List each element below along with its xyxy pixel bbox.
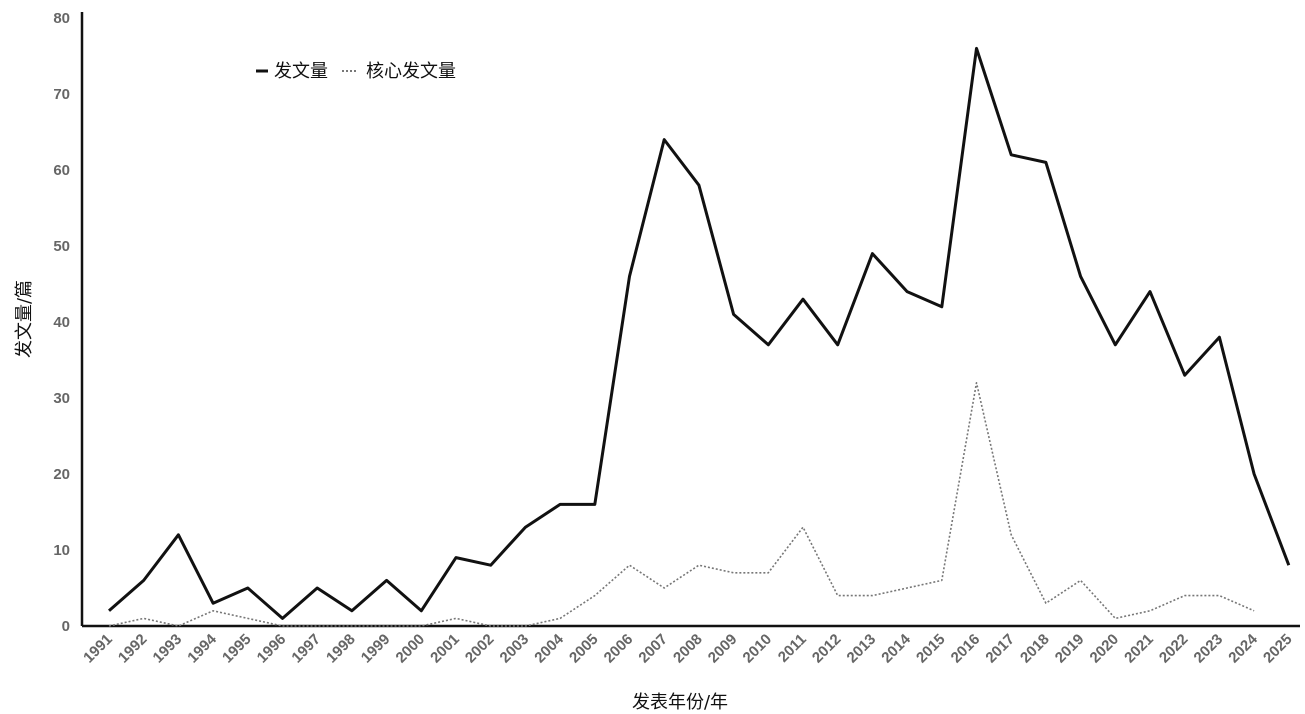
x-tick-label: 2004 (531, 630, 567, 666)
x-tick-label: 2017 (982, 631, 1018, 667)
y-tick-label: 40 (53, 314, 70, 331)
x-tick-label: 2005 (566, 631, 602, 667)
x-tick-label: 2011 (775, 631, 810, 666)
y-axis-title: 发文量/篇 (14, 280, 35, 358)
x-tick-label: 2021 (1121, 631, 1157, 667)
x-tick-label: 2007 (635, 631, 671, 667)
y-tick-label: 70 (53, 86, 70, 103)
x-tick-label: 2008 (670, 631, 706, 667)
y-tick-labels: 0 10 20 30 40 50 60 70 80 (53, 10, 70, 635)
x-tick-label: 1997 (288, 631, 324, 667)
y-tick-label: 0 (62, 618, 70, 635)
x-tick-labels: 1991 1992 1993 1994 1995 1996 1997 1998 1999 2000… (80, 630, 1295, 666)
y-tick-label: 20 (53, 466, 70, 483)
x-tick-label: 1995 (219, 631, 255, 667)
x-tick-label: 2016 (948, 631, 984, 667)
x-tick-label: 1994 (184, 630, 220, 666)
x-tick-label: 2019 (1052, 631, 1088, 667)
y-tick-label: 50 (53, 238, 70, 255)
legend-label-core: 核心发文量 (366, 61, 456, 82)
x-tick-label: 1992 (115, 631, 151, 667)
x-tick-label: 2003 (497, 631, 533, 667)
x-tick-label: 2015 (913, 631, 949, 667)
series-line-core (108, 381, 1255, 627)
x-tick-label: 1993 (150, 631, 186, 667)
x-tick-label: 2012 (809, 631, 845, 667)
legend: 发文量 核心发文量 (256, 61, 456, 82)
x-tick-label: 2002 (462, 631, 498, 667)
x-tick-label: 2024 (1225, 630, 1261, 666)
x-tick-label: 2009 (705, 631, 741, 667)
series-lines (108, 46, 1291, 627)
y-tick-label: 80 (53, 10, 70, 27)
x-axis-title: 发表年份/年 (632, 692, 728, 713)
x-tick-label: 2006 (601, 631, 637, 667)
x-tick-label: 2023 (1191, 631, 1227, 667)
x-tick-label: 2020 (1087, 631, 1123, 667)
x-tick-label: 1991 (80, 631, 116, 667)
series-line-main (108, 46, 1291, 620)
x-tick-label: 2014 (878, 630, 914, 666)
x-tick-label: 1996 (254, 631, 290, 667)
x-tick-label: 2022 (1156, 631, 1192, 667)
x-tick-label: 2025 (1260, 631, 1296, 667)
y-tick-label: 10 (53, 542, 70, 559)
y-tick-label: 30 (53, 390, 70, 407)
x-tick-label: 2001 (427, 631, 463, 667)
y-tick-label: 60 (53, 162, 70, 179)
x-tick-label: 2013 (844, 631, 880, 667)
x-tick-label: 1999 (358, 631, 394, 667)
x-tick-label: 1998 (323, 631, 359, 667)
x-tick-label: 2018 (1017, 631, 1053, 667)
x-tick-label: 2010 (740, 631, 776, 667)
chart-axes (80, 12, 1300, 628)
x-tick-label: 2000 (393, 631, 429, 667)
legend-label-main: 发文量 (274, 61, 328, 82)
